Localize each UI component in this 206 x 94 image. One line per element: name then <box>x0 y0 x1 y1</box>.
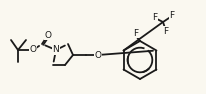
Text: F: F <box>133 28 139 38</box>
Text: F: F <box>170 11 174 20</box>
Text: O: O <box>95 50 102 60</box>
Text: F: F <box>163 27 169 36</box>
Text: O: O <box>29 45 36 55</box>
Text: O: O <box>44 30 52 39</box>
Text: F: F <box>152 14 158 22</box>
Text: N: N <box>53 45 59 55</box>
